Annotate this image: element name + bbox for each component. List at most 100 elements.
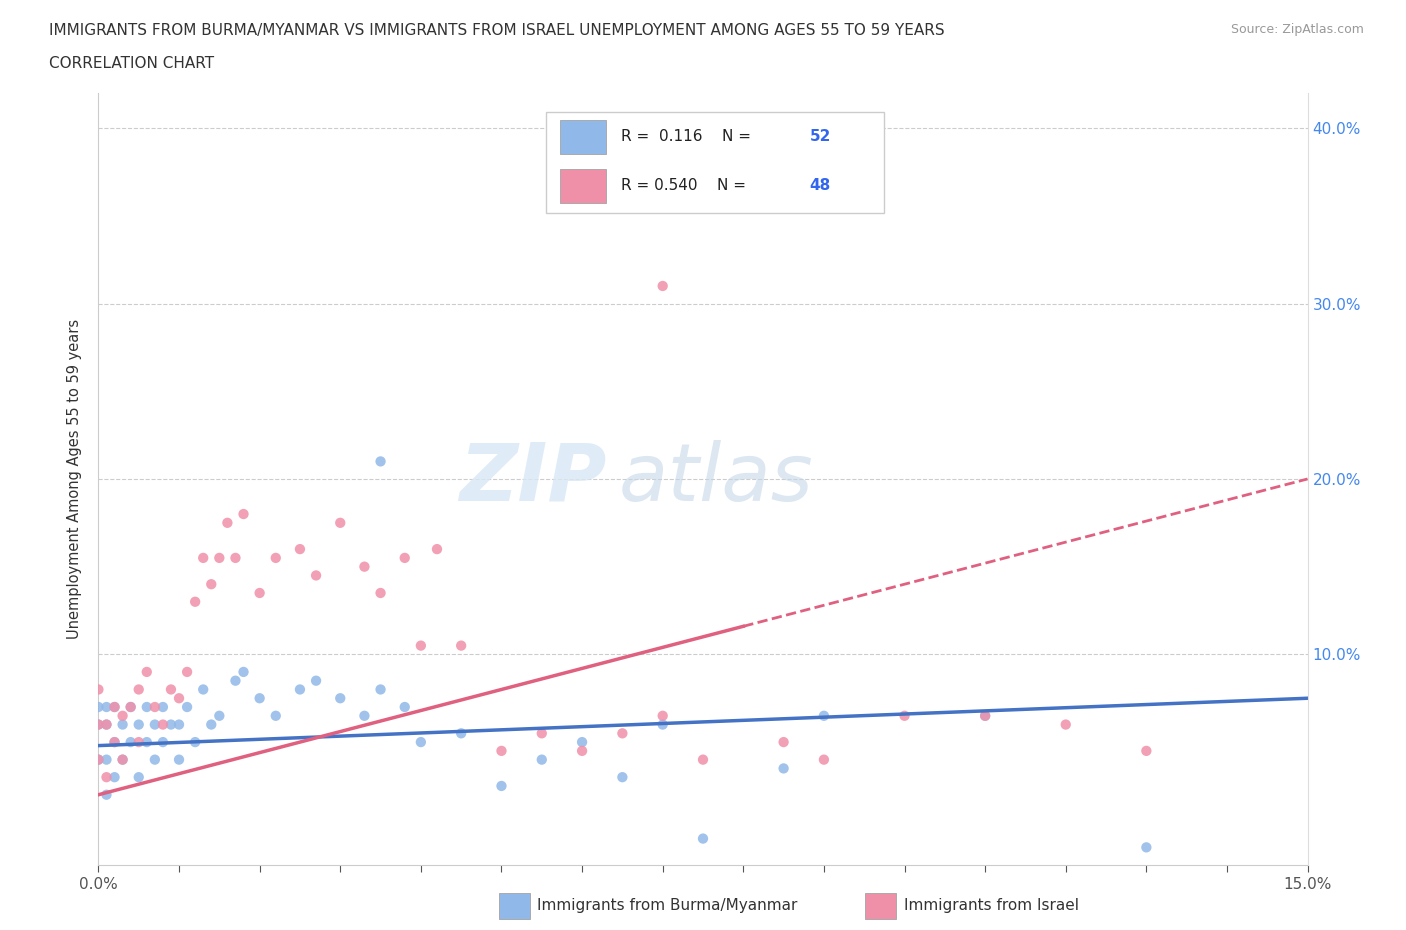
Point: [128, 717, 150, 732]
Text: Source: ZipAtlas.com: Source: ZipAtlas.com: [1230, 23, 1364, 36]
Point: [651, 709, 673, 724]
Point: [111, 709, 134, 724]
Point: [1054, 717, 1077, 732]
Point: [974, 709, 997, 724]
Point: [103, 735, 125, 750]
Point: [87, 717, 110, 732]
Point: [651, 717, 673, 732]
Point: [87, 752, 110, 767]
Point: [264, 709, 287, 724]
Point: [249, 586, 271, 601]
Point: [135, 735, 157, 750]
Point: [1135, 743, 1157, 758]
Point: [288, 541, 311, 556]
Point: [394, 699, 416, 714]
Point: [193, 551, 215, 565]
Point: [394, 551, 416, 565]
Text: IMMIGRANTS FROM BURMA/MYANMAR VS IMMIGRANTS FROM ISRAEL UNEMPLOYMENT AMONG AGES : IMMIGRANTS FROM BURMA/MYANMAR VS IMMIGRA…: [49, 23, 945, 38]
Point: [450, 726, 472, 741]
Point: [184, 594, 207, 609]
Point: [167, 717, 190, 732]
Point: [571, 743, 593, 758]
Point: [128, 770, 150, 785]
Text: R =  0.116    N =: R = 0.116 N =: [621, 129, 755, 144]
Point: [87, 752, 110, 767]
Point: [184, 735, 207, 750]
FancyBboxPatch shape: [561, 168, 606, 203]
Point: [530, 726, 553, 741]
FancyBboxPatch shape: [561, 120, 606, 154]
Point: [111, 717, 134, 732]
Point: [128, 735, 150, 750]
Point: [651, 279, 673, 294]
Point: [160, 717, 183, 732]
Point: [152, 699, 174, 714]
Point: [160, 682, 183, 697]
Point: [152, 735, 174, 750]
Point: [120, 735, 142, 750]
Point: [96, 788, 118, 803]
Point: [264, 551, 287, 565]
Point: [128, 682, 150, 697]
Point: [96, 717, 118, 732]
Text: CORRELATION CHART: CORRELATION CHART: [49, 56, 214, 71]
Point: [450, 638, 472, 653]
Point: [143, 699, 166, 714]
Point: [329, 515, 352, 530]
Point: [135, 665, 157, 680]
Text: ZIP: ZIP: [458, 440, 606, 518]
Point: [491, 778, 513, 793]
Point: [232, 507, 254, 522]
Point: [87, 699, 110, 714]
Point: [103, 699, 125, 714]
Point: [120, 699, 142, 714]
Point: [103, 770, 125, 785]
Point: [87, 682, 110, 697]
Point: [692, 831, 714, 846]
Point: [224, 551, 246, 565]
Point: [111, 752, 134, 767]
Point: [176, 665, 198, 680]
Point: [974, 709, 997, 724]
Point: [176, 699, 198, 714]
Point: [224, 673, 246, 688]
Point: [370, 586, 392, 601]
Point: [111, 752, 134, 767]
Point: [353, 709, 375, 724]
Point: [193, 682, 215, 697]
Point: [249, 691, 271, 706]
Point: [305, 568, 328, 583]
Point: [87, 717, 110, 732]
Point: [409, 735, 432, 750]
Point: [167, 752, 190, 767]
Point: [612, 726, 634, 741]
Text: Immigrants from Burma/Myanmar: Immigrants from Burma/Myanmar: [537, 898, 797, 913]
Text: atlas: atlas: [619, 440, 813, 518]
Point: [120, 699, 142, 714]
Point: [772, 735, 794, 750]
Point: [1135, 840, 1157, 855]
Point: [232, 665, 254, 680]
Point: [96, 770, 118, 785]
Point: [893, 709, 915, 724]
Point: [96, 699, 118, 714]
Point: [217, 515, 239, 530]
Point: [571, 735, 593, 750]
Point: [612, 770, 634, 785]
Point: [152, 717, 174, 732]
Text: 52: 52: [810, 129, 831, 144]
Point: [426, 541, 449, 556]
Point: [288, 682, 311, 697]
Point: [409, 638, 432, 653]
Text: R = 0.540    N =: R = 0.540 N =: [621, 179, 751, 193]
Point: [200, 577, 222, 591]
Point: [103, 735, 125, 750]
Point: [96, 717, 118, 732]
Point: [103, 699, 125, 714]
Point: [692, 752, 714, 767]
Point: [370, 682, 392, 697]
Point: [143, 717, 166, 732]
Point: [305, 673, 328, 688]
Text: Immigrants from Israel: Immigrants from Israel: [904, 898, 1078, 913]
Point: [530, 752, 553, 767]
